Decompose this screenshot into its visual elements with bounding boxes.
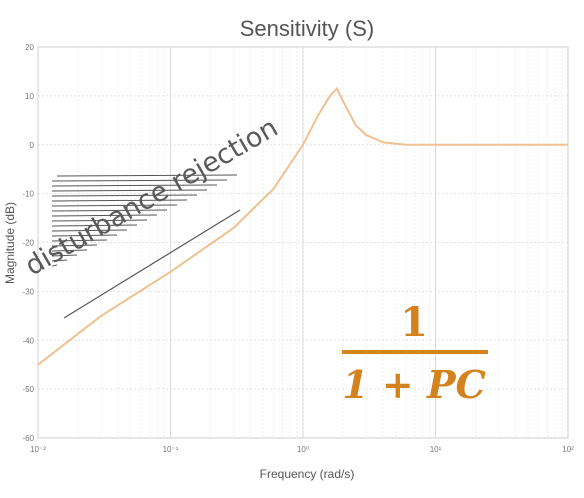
hatch-line [56,174,238,177]
hatch-line [51,199,188,202]
plot-frame [37,46,569,439]
x-tick-label: 10¹ [430,445,442,454]
x-axis-label: Frequency (rad/s) [260,467,355,481]
y-tick-label: -60 [22,434,34,443]
hatch-boundary-line [63,209,241,319]
y-tick-label: -50 [22,385,34,394]
y-tick-label: 0 [30,141,35,150]
y-tick-label: -30 [22,287,34,296]
hatch-line [51,204,178,207]
hatch-line [51,249,88,252]
hatch-line [51,239,108,242]
hatch-line [52,264,58,267]
formula-denominator: 1 + PC [342,362,486,407]
hatch-line [51,189,208,192]
formula-numerator: 1 [400,299,428,346]
formula-fraction-bar [342,350,488,354]
y-tick-label: -10 [22,190,34,199]
y-tick-label: 10 [25,92,34,101]
x-tick-label: 10⁻² [30,445,46,454]
hatch-line [51,234,118,237]
hatch-line [51,254,78,257]
hatch-line [51,229,128,232]
disturbance-rejection-hatching [51,174,241,319]
y-tick-label: 20 [25,43,34,52]
hatch-line [51,224,138,227]
y-axis-label: Magnitude (dB) [3,202,17,284]
x-tick-label: 10⁻¹ [163,445,179,454]
tick-labels: 20 10 0 -10 -20 -30 -40 -50 -60 10⁻² 10⁻¹ 10⁰ 10¹ 10² [22,43,574,454]
chart-title: Sensitivity (S) [240,16,374,41]
x-tick-label: 10⁰ [297,445,309,454]
hatch-line [51,244,98,247]
hatch-line [51,209,168,212]
hatch-line [51,219,148,222]
hatch-line [51,259,68,262]
sensitivity-curve [37,86,568,366]
disturbance-rejection-label: disturbance rejection [20,112,283,282]
hatch-line [51,214,158,217]
y-tick-label: -40 [22,336,34,345]
hatch-line [51,194,198,197]
grid [37,46,568,439]
sensitivity-formula: 1 1 + PC [342,299,488,407]
hatch-line [51,179,228,182]
x-tick-label: 10² [562,445,574,454]
y-tick-label: -20 [22,239,34,248]
hatch-line [51,184,218,187]
